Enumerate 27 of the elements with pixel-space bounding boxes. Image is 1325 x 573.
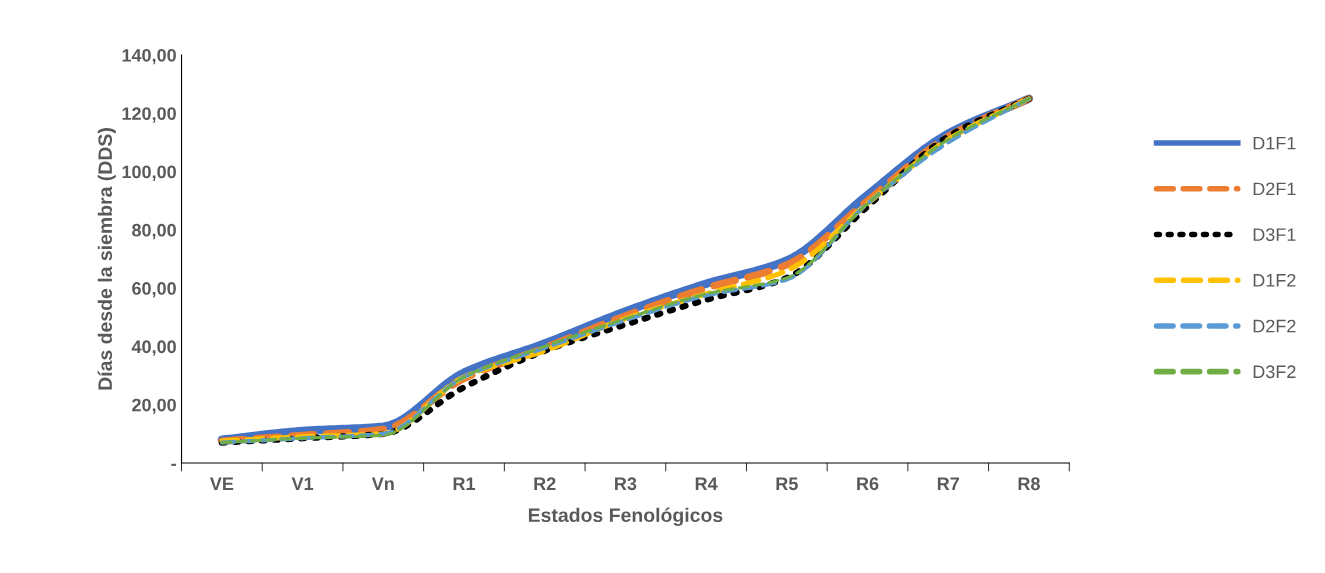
y-tick-label: 140,00 <box>122 48 176 65</box>
x-tick-label: R4 <box>695 477 718 490</box>
x-tick-label: V1 <box>291 477 314 490</box>
x-tick-label: VE <box>209 477 234 490</box>
x-tick-label: R7 <box>937 477 959 490</box>
x-tick-label: R1 <box>453 477 476 490</box>
x-tick-label: R5 <box>776 477 798 491</box>
y-axis-title: Días desde la siembra (DDS) <box>97 128 116 390</box>
legend-label: D2F2 <box>1253 319 1296 333</box>
x-tick-label: R8 <box>1018 477 1040 491</box>
legend-label: D3F1 <box>1253 228 1296 241</box>
y-tick-label: 120,00 <box>122 107 176 123</box>
y-tick-label: 40,00 <box>131 340 176 356</box>
legend-label: D3F2 <box>1253 365 1296 379</box>
y-tick-label: 80,00 <box>132 223 176 240</box>
legend-label: D1F2 <box>1253 273 1296 287</box>
legend-label: D2F1 <box>1253 182 1296 196</box>
x-tick-label: R3 <box>615 477 637 491</box>
y-tick-label: - <box>171 463 176 466</box>
x-axis-title: Estados Fenológicos <box>528 507 723 526</box>
y-tick-label: 100,00 <box>122 165 176 181</box>
y-tick-label: 20,00 <box>132 398 176 415</box>
x-tick-label: R6 <box>857 477 879 491</box>
legend-label: D1F1 <box>1253 136 1296 150</box>
x-tick-label: Vn <box>371 477 394 490</box>
y-tick-label: 60,00 <box>132 282 176 298</box>
x-tick-label: R2 <box>534 477 556 490</box>
